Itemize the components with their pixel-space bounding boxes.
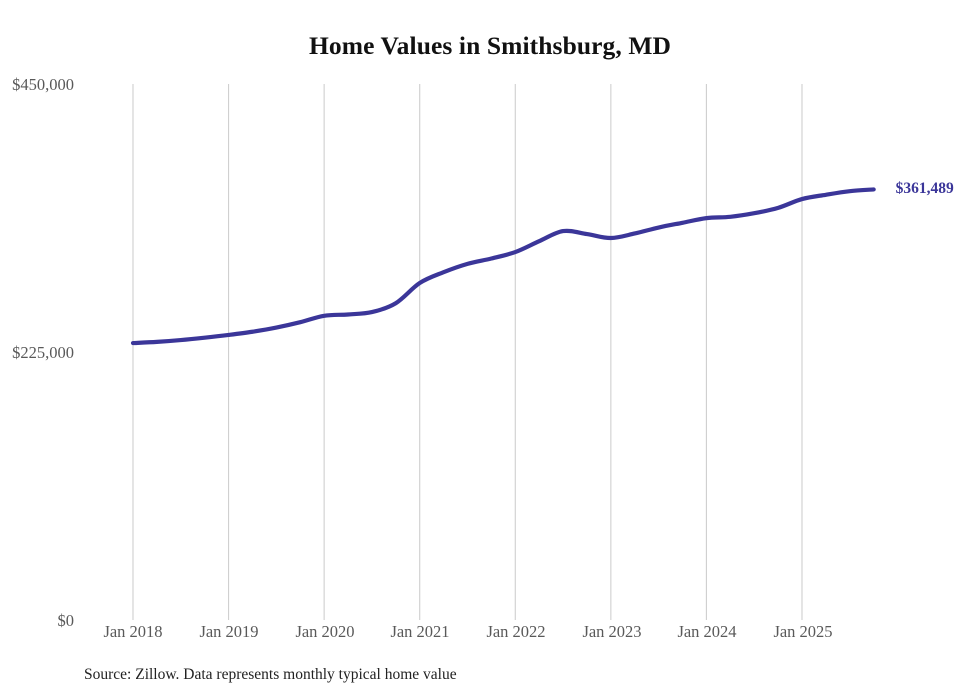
chart-title: Home Values in Smithsburg, MD xyxy=(308,31,672,60)
x-axis-tick-jan-2022: Jan 2022 xyxy=(486,622,546,641)
series-group xyxy=(130,187,876,346)
x-axis-tick-jan-2025: Jan 2025 xyxy=(773,622,833,641)
gridlines-group xyxy=(132,84,803,620)
y-axis-tick-0: $0 xyxy=(57,611,75,630)
x-axis-tick-jan-2021: Jan 2021 xyxy=(390,622,450,641)
x-axis-tick-jan-2023: Jan 2023 xyxy=(582,622,642,641)
series-line-typical-home-value xyxy=(130,187,876,346)
y-axis-tick-225000: $225,000 xyxy=(12,343,74,362)
x-axis-tick-jan-2024: Jan 2024 xyxy=(677,622,737,641)
source-note: Source: Zillow. Data represents monthly … xyxy=(84,666,457,683)
x-axis-tick-jan-2018: Jan 2018 xyxy=(103,622,163,641)
x-axis-tick-jan-2020: Jan 2020 xyxy=(295,622,355,641)
end-value-label: $361,489 xyxy=(895,180,954,198)
x-axis-tick-jan-2019: Jan 2019 xyxy=(199,622,259,641)
y-axis-tick-450000: $450,000 xyxy=(12,75,74,94)
